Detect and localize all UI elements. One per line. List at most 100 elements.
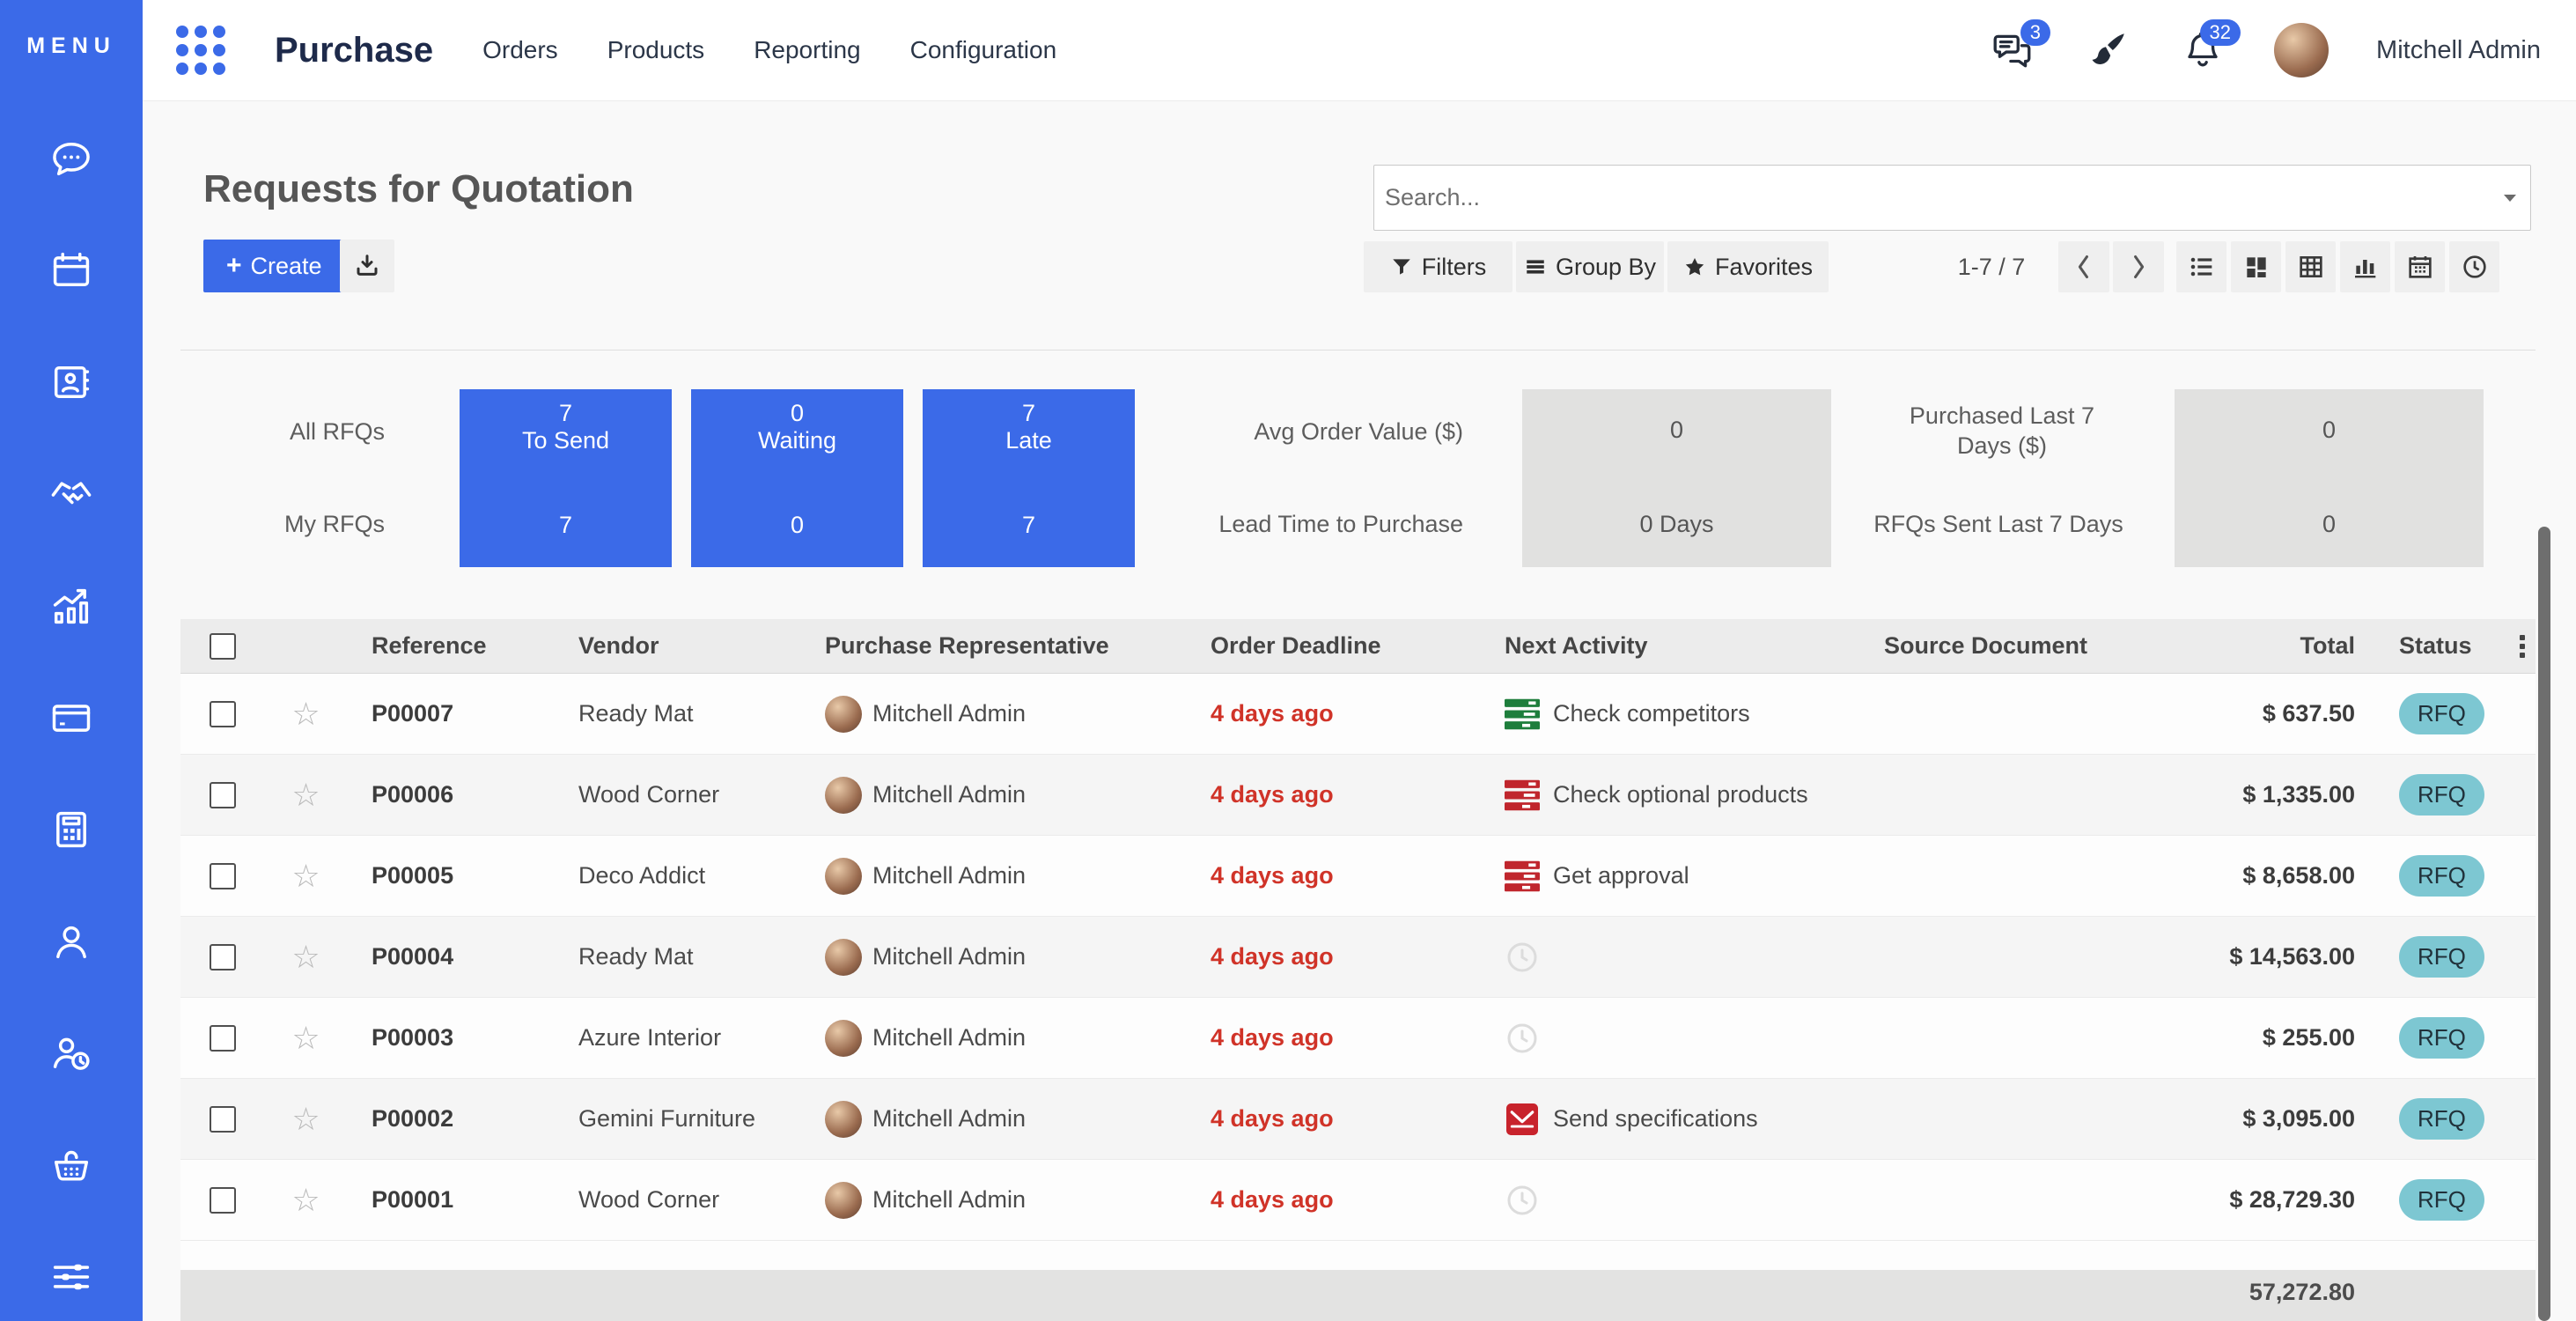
contacts-icon[interactable]	[48, 359, 94, 405]
col-header-activity[interactable]: Next Activity	[1505, 632, 1648, 659]
col-header-vendor[interactable]: Vendor	[578, 632, 659, 659]
row-checkbox[interactable]	[209, 1105, 236, 1133]
control-panel-divider	[180, 350, 2536, 351]
brush-icon[interactable]	[2084, 26, 2131, 74]
activity-tasks-icon[interactable]	[1505, 779, 1542, 812]
col-header-total[interactable]: Total	[2300, 632, 2356, 659]
col-header-status[interactable]: Status	[2399, 632, 2472, 659]
optional-columns-icon[interactable]	[2520, 634, 2525, 658]
chevron-left-icon	[2078, 255, 2088, 279]
activity-clock-icon[interactable]	[1505, 1022, 1542, 1055]
menu-products[interactable]: Products	[607, 36, 705, 63]
table-row[interactable]: ☆ P00006 Wood Corner Mitchell Admin 4 da…	[180, 755, 2536, 836]
activity-tasks-icon[interactable]	[1505, 697, 1542, 731]
row-checkbox[interactable]	[209, 1024, 236, 1052]
crm-handshake-icon[interactable]	[48, 471, 94, 517]
user-name[interactable]: Mitchell Admin	[2376, 35, 2541, 64]
favorite-star-icon[interactable]: ☆	[291, 1103, 320, 1135]
row-checkbox[interactable]	[209, 943, 236, 970]
select-all-checkbox[interactable]	[209, 632, 236, 660]
table-row[interactable]: ☆ P00003 Azure Interior Mitchell Admin 4…	[180, 998, 2536, 1079]
create-button[interactable]: + Create	[203, 240, 345, 292]
menu-reporting[interactable]: Reporting	[754, 36, 861, 63]
menu-configuration[interactable]: Configuration	[909, 36, 1057, 63]
messages-icon[interactable]: 3	[1989, 19, 2051, 74]
activity-tasks-icon[interactable]	[1505, 860, 1542, 893]
status-badge: RFQ	[2399, 1179, 2484, 1221]
vertical-scrollbar[interactable]	[2538, 527, 2550, 1321]
activity-clock-icon	[2462, 255, 2486, 278]
row-checkbox[interactable]	[209, 862, 236, 889]
calendar-icon[interactable]	[48, 247, 94, 293]
chevron-right-icon	[2134, 255, 2145, 279]
settings-sliders-icon[interactable]	[48, 1254, 94, 1300]
activity-label[interactable]: Send specifications	[1553, 1105, 1758, 1132]
pager-next-button[interactable]	[2113, 241, 2164, 292]
group-by-button[interactable]: Group By	[1516, 241, 1664, 292]
pivot-view-button[interactable]	[2285, 241, 2336, 292]
favorite-star-icon[interactable]: ☆	[291, 1184, 320, 1216]
app-name[interactable]: Purchase	[275, 30, 434, 70]
row-checkbox[interactable]	[209, 1186, 236, 1214]
purchased-last-7-days-value: 0	[2322, 417, 2337, 443]
activity-label[interactable]: Check competitors	[1553, 700, 1750, 727]
dashboard-card-to-send[interactable]: 7 To Send 7	[460, 389, 672, 567]
col-header-source[interactable]: Source Document	[1884, 632, 2088, 659]
activity-clock-icon[interactable]	[1505, 1184, 1542, 1217]
filters-label: Filters	[1421, 253, 1487, 280]
favorites-button[interactable]: Favorites	[1667, 241, 1829, 292]
activity-view-button[interactable]	[2449, 241, 2499, 292]
dashboard-card-waiting[interactable]: 0 Waiting 0	[691, 389, 903, 567]
table-row[interactable]: ☆ P00005 Deco Addict Mitchell Admin 4 da…	[180, 836, 2536, 917]
reference-cell: P00002	[372, 1105, 454, 1132]
row-checkbox[interactable]	[209, 781, 236, 808]
page-title: Requests for Quotation	[203, 167, 634, 210]
deadline-cell: 4 days ago	[1211, 1186, 1334, 1213]
favorite-star-icon[interactable]: ☆	[291, 941, 320, 973]
table-row[interactable]: ☆ P00004 Ready Mat Mitchell Admin 4 days…	[180, 917, 2536, 998]
table-row[interactable]: ☆ P00002 Gemini Furniture Mitchell Admin…	[180, 1079, 2536, 1160]
search-input[interactable]	[1374, 184, 2504, 211]
favorite-star-icon[interactable]: ☆	[291, 1022, 320, 1054]
table-row[interactable]: ☆ P00007 Ready Mat Mitchell Admin 4 days…	[180, 674, 2536, 755]
table-row[interactable]: ☆ P00001 Wood Corner Mitchell Admin 4 da…	[180, 1160, 2536, 1241]
col-header-rep[interactable]: Purchase Representative	[825, 632, 1109, 659]
dashboard-card-late[interactable]: 7 Late 7	[923, 389, 1135, 567]
notifications-bell-icon[interactable]: 32	[2179, 19, 2241, 74]
sales-chart-icon[interactable]	[48, 583, 94, 629]
calendar-view-button[interactable]	[2395, 241, 2445, 292]
favorite-star-icon[interactable]: ☆	[291, 697, 320, 730]
vendor-cell: Gemini Furniture	[578, 1105, 756, 1132]
col-header-reference[interactable]: Reference	[372, 632, 487, 659]
graph-view-button[interactable]	[2340, 241, 2390, 292]
activity-label[interactable]: Check optional products	[1553, 781, 1808, 808]
row-checkbox[interactable]	[209, 700, 236, 727]
accounting-calculator-icon[interactable]	[48, 807, 94, 852]
pager-previous-button[interactable]	[2058, 241, 2109, 292]
purchase-basket-icon[interactable]	[48, 1142, 94, 1188]
col-header-deadline[interactable]: Order Deadline	[1211, 632, 1381, 659]
total-cell: $ 14,563.00	[2229, 943, 2355, 970]
invoicing-card-icon[interactable]	[48, 695, 94, 741]
user-avatar[interactable]	[2274, 23, 2329, 77]
menu-orders[interactable]: Orders	[482, 36, 558, 63]
export-button[interactable]	[340, 240, 394, 292]
activity-email-icon[interactable]	[1505, 1103, 1542, 1136]
deadline-cell: 4 days ago	[1211, 700, 1334, 727]
filters-button[interactable]: Filters	[1364, 241, 1512, 292]
activity-label[interactable]: Get approval	[1553, 862, 1689, 889]
list-view-button[interactable]	[2176, 241, 2226, 292]
employees-user-icon[interactable]	[48, 919, 94, 964]
discuss-icon[interactable]	[48, 136, 94, 181]
activity-clock-icon[interactable]	[1505, 941, 1542, 974]
total-cell: $ 1,335.00	[2242, 781, 2355, 808]
time-off-user-clock-icon[interactable]	[48, 1030, 94, 1076]
favorite-star-icon[interactable]: ☆	[291, 779, 320, 811]
rep-avatar	[825, 776, 862, 814]
favorite-star-icon[interactable]: ☆	[291, 860, 320, 892]
menu-label[interactable]: MENU	[26, 33, 116, 58]
rep-name: Mitchell Admin	[872, 943, 1027, 970]
kanban-view-button[interactable]	[2231, 241, 2281, 292]
search-dropdown-caret-icon[interactable]	[2504, 194, 2516, 202]
apps-grid-icon[interactable]	[176, 26, 225, 75]
